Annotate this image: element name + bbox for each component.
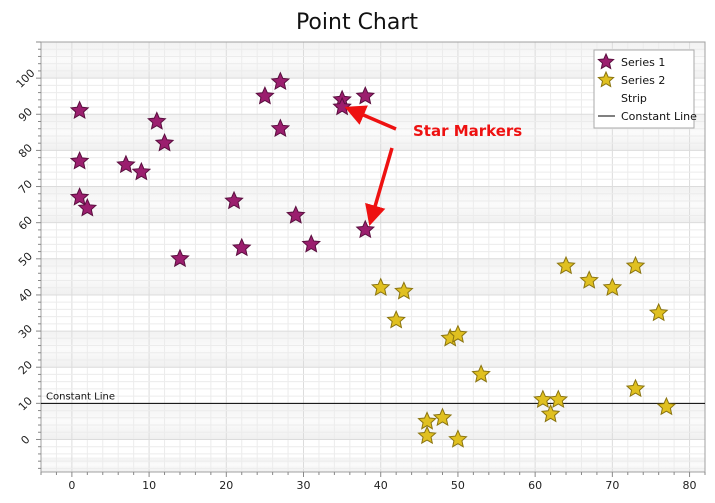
series-1-point	[154, 132, 175, 152]
series-1-point	[231, 237, 252, 257]
y-tick-label: 10	[16, 394, 35, 413]
legend-label: Strip	[621, 92, 647, 105]
series-1-point	[224, 190, 244, 210]
legend-box	[593, 49, 695, 129]
strip-band	[41, 403, 705, 440]
x-axis: 0 10 20 30 40 50 60 70 80	[40, 472, 706, 492]
y-tick-label: 70	[16, 178, 35, 197]
x-tick-label: 30	[297, 479, 311, 492]
x-tick-label: 70	[605, 479, 619, 492]
annotation-arrow	[344, 105, 397, 131]
x-tick-label: 10	[142, 479, 156, 492]
strip-band	[41, 457, 705, 472]
series-2-point	[579, 270, 599, 289]
series-2-point	[548, 389, 569, 409]
annotation-arrow	[365, 147, 394, 226]
series-2-point	[656, 396, 677, 416]
y-tick-label: 100	[14, 67, 38, 91]
y-tick-label: 40	[16, 286, 35, 305]
legend-label: Series 1	[621, 56, 665, 69]
series-2-point	[370, 277, 391, 297]
series-1-point	[116, 154, 136, 174]
x-tick-label: 60	[528, 479, 542, 492]
annotation: Star Markers	[344, 105, 522, 226]
series-2-point	[386, 310, 406, 329]
series-1-point	[270, 118, 291, 138]
y-tick-label: 80	[16, 141, 35, 160]
series-2-point	[448, 324, 468, 343]
series-1-point	[69, 187, 90, 206]
y-tick-label: 60	[16, 214, 35, 233]
strip-band	[41, 258, 705, 295]
y-tick-label: 50	[16, 250, 35, 269]
series-1-point	[69, 150, 90, 170]
series-2-point	[625, 378, 646, 398]
legend-label: Series 2	[621, 74, 665, 87]
series-1-point	[286, 205, 306, 224]
strip-band	[41, 331, 705, 368]
y-axis: 0 10 20 30 40 50 60 70 80 90 100	[14, 41, 41, 469]
series-1-point	[69, 100, 90, 119]
series-markers	[69, 71, 677, 448]
series-1-point	[332, 96, 352, 116]
series-2-point	[417, 411, 437, 430]
y-tick-label: 20	[16, 358, 35, 377]
legend: Series 1 Series 2 Strip Constant Line	[593, 49, 697, 129]
constant-line-label: Constant Line	[46, 391, 115, 402]
series-2-point	[648, 302, 669, 322]
constant-line: Constant Line	[41, 391, 705, 404]
x-tick-label: 80	[683, 479, 697, 492]
series-2-point	[448, 429, 468, 448]
series-2-point	[540, 403, 561, 423]
series-1-point	[147, 111, 167, 130]
series-2-point	[625, 255, 646, 275]
series-2-point	[556, 255, 576, 275]
series-1-point	[301, 234, 321, 253]
x-tick-label: 20	[219, 479, 233, 492]
series-1-point	[355, 85, 376, 105]
x-tick-label: 0	[68, 479, 75, 492]
plot-border	[40, 41, 706, 473]
chart-title: Point Chart	[296, 10, 418, 35]
series-2-point	[417, 425, 437, 445]
legend-label: Constant Line	[621, 110, 697, 123]
y-tick-label: 90	[16, 105, 35, 124]
annotation-text: Star Markers	[413, 122, 522, 140]
strip-band	[41, 186, 705, 223]
series-1-point	[77, 197, 98, 217]
series-1-point	[131, 161, 152, 181]
series-2-point	[432, 407, 453, 427]
legend-marker	[597, 52, 615, 70]
legend-marker	[597, 70, 615, 88]
y-tick-label: 30	[16, 322, 35, 341]
series-1-point	[255, 85, 275, 105]
series-2-point	[602, 277, 623, 297]
series-1-point	[355, 219, 376, 239]
series-1-point	[170, 248, 190, 268]
y-tick-label: 0	[18, 433, 32, 447]
series-2-point	[471, 364, 491, 383]
x-tick-label: 40	[374, 479, 388, 492]
series-2-point	[394, 281, 414, 300]
series-1-point	[270, 71, 291, 91]
x-tick-label: 50	[451, 479, 465, 492]
